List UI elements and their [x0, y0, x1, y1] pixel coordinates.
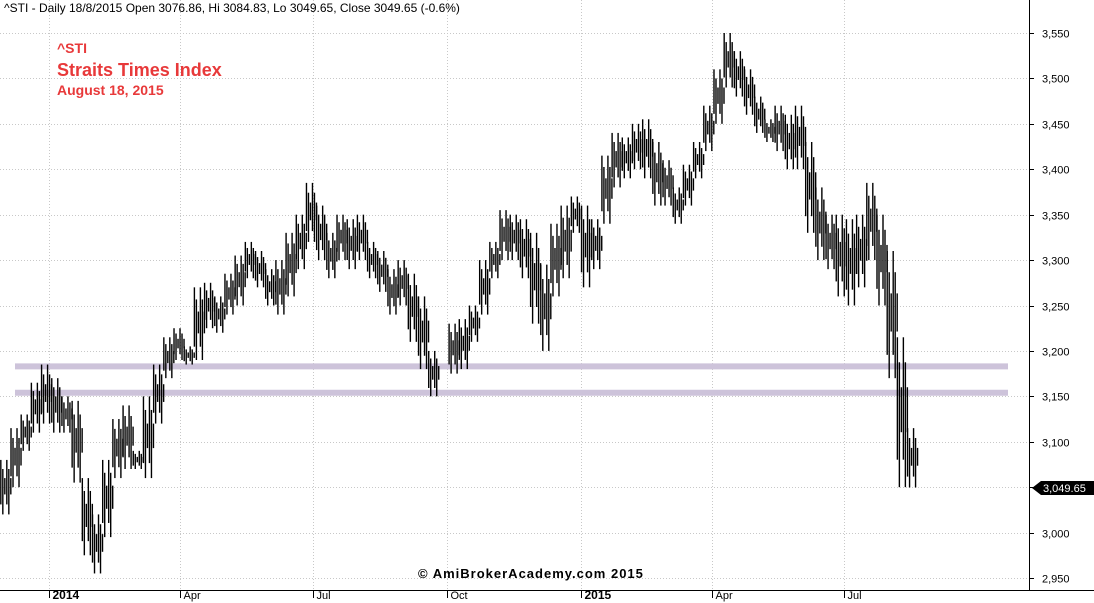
x-tick-label: 2015 — [585, 588, 612, 602]
watermark: © AmiBrokerAcademy.com 2015 — [418, 566, 644, 581]
y-tick-label: 3,000 — [1042, 529, 1070, 541]
x-tick-label: Jul — [317, 590, 331, 602]
y-tick-label: 3,350 — [1042, 211, 1070, 223]
annotation-symbol: ^STI — [57, 40, 87, 56]
y-tick-label: 3,100 — [1042, 438, 1070, 450]
y-tick-label: 3,500 — [1042, 74, 1070, 86]
last-price-marker: 3,049.65 — [1032, 481, 1094, 495]
y-tick-label: 3,450 — [1042, 120, 1070, 132]
y-axis-ticks: 2,9503,0003,0503,1003,1503,2003,2503,300… — [1029, 29, 1070, 586]
y-tick-label: 3,400 — [1042, 165, 1070, 177]
y-tick-label: 3,150 — [1042, 392, 1070, 404]
y-tick-label: 3,550 — [1042, 29, 1070, 41]
grid — [0, 0, 1029, 590]
x-axis-ticks: 2014 Apr Jul Oct 2015 Apr Jul — [49, 588, 862, 602]
horizontal-levels — [15, 363, 1008, 396]
x-tick-label: 2014 — [53, 588, 80, 602]
annotation-name: Straits Times Index — [57, 60, 222, 80]
y-tick-label: 3,200 — [1042, 347, 1070, 359]
y-tick-label: 2,950 — [1042, 574, 1070, 586]
x-tick-label: Oct — [451, 590, 468, 602]
x-tick-label: Jul — [848, 590, 862, 602]
last-price-label: 3,049.65 — [1043, 483, 1086, 495]
chart-header: ^STI - Daily 18/8/2015 Open 3076.86, Hi … — [4, 1, 460, 15]
x-tick-label: Apr — [716, 590, 733, 602]
x-tick-label: Apr — [184, 590, 201, 602]
annotation-date: August 18, 2015 — [57, 82, 164, 98]
price-bars — [0, 33, 919, 574]
y-tick-label: 3,250 — [1042, 302, 1070, 314]
y-tick-label: 3,300 — [1042, 256, 1070, 268]
